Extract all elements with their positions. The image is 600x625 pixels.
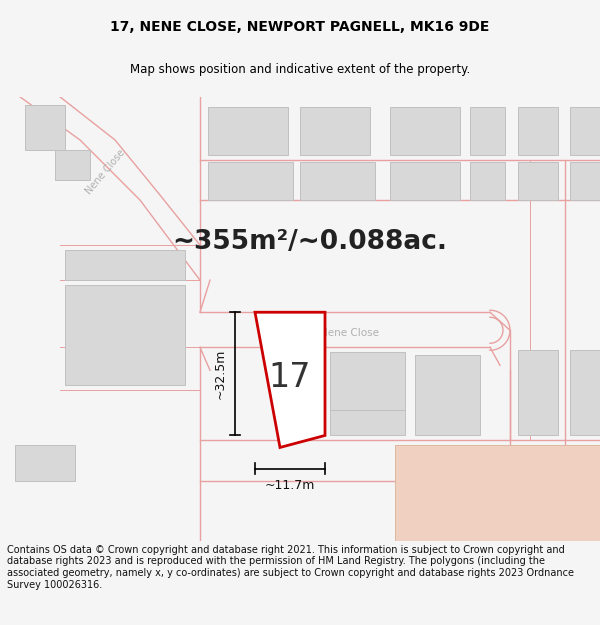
Bar (518, 162, 558, 200)
Bar (518, 107, 558, 155)
Bar (518, 350, 558, 436)
Bar (395, 446, 600, 541)
Bar (330, 355, 405, 436)
Text: Map shows position and indicative extent of the property.: Map shows position and indicative extent… (130, 63, 470, 76)
Text: ~11.7m: ~11.7m (265, 479, 315, 491)
Text: Contains OS data © Crown copyright and database right 2021. This information is : Contains OS data © Crown copyright and d… (7, 545, 574, 589)
Bar (300, 107, 370, 155)
Text: ~355m²/~0.088ac.: ~355m²/~0.088ac. (173, 229, 448, 255)
Bar (25, 105, 65, 150)
Bar (470, 107, 505, 155)
Bar (570, 486, 600, 531)
Text: 17: 17 (269, 361, 311, 394)
Bar (65, 250, 185, 280)
Bar (570, 107, 600, 155)
Bar (570, 162, 600, 200)
Bar (300, 162, 375, 200)
Bar (390, 107, 460, 155)
Bar (570, 350, 600, 436)
Bar (470, 162, 505, 200)
Bar (390, 162, 460, 200)
Text: ~32.5m: ~32.5m (214, 349, 227, 399)
Bar (65, 285, 185, 386)
Bar (208, 107, 288, 155)
Text: Nene Close: Nene Close (320, 328, 380, 338)
Bar (518, 486, 558, 531)
Polygon shape (255, 312, 325, 448)
Bar (208, 162, 293, 200)
Text: 17, NENE CLOSE, NEWPORT PAGNELL, MK16 9DE: 17, NENE CLOSE, NEWPORT PAGNELL, MK16 9D… (110, 20, 490, 34)
Text: Nene Close: Nene Close (83, 148, 127, 196)
Bar (330, 352, 405, 411)
Bar (15, 446, 75, 481)
Bar (415, 355, 480, 436)
Bar (55, 150, 90, 180)
